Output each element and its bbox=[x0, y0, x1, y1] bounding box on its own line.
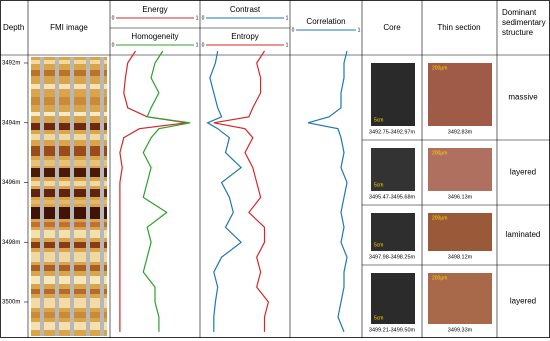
thin-scale: 200μm bbox=[432, 65, 447, 71]
scale-label: 0 bbox=[292, 27, 295, 33]
legend-name: Energy bbox=[142, 5, 167, 14]
depth-label: 3492m bbox=[2, 61, 20, 67]
thin-scale: 200μm bbox=[432, 275, 447, 281]
fmi-pad-gap bbox=[70, 57, 74, 336]
scale-label: 1 bbox=[196, 42, 199, 48]
core-photo bbox=[371, 213, 415, 251]
scale-label: 1 bbox=[196, 15, 199, 21]
core-scale: 5cm bbox=[374, 315, 383, 321]
core-caption: 3499.21-3499.50m bbox=[369, 327, 416, 333]
fmi-band bbox=[31, 134, 107, 140]
fmi-pad-gap bbox=[55, 57, 59, 336]
depth-label: 3496m bbox=[2, 180, 20, 186]
fmi-band bbox=[31, 222, 107, 227]
depth-label: 3500m bbox=[2, 300, 20, 306]
fmi-pad-gap bbox=[40, 57, 44, 336]
fmi-band bbox=[31, 242, 107, 248]
depth-label: 3498m bbox=[2, 240, 20, 246]
fmi-band bbox=[31, 322, 107, 330]
core-scale: 5cm bbox=[374, 182, 383, 188]
fmi-band bbox=[31, 168, 107, 177]
fmi-band bbox=[31, 298, 107, 308]
fmi-pad-gap bbox=[100, 57, 104, 336]
legend-name: Correlation bbox=[306, 17, 345, 26]
fmi-band bbox=[31, 181, 107, 186]
thin-section bbox=[428, 148, 492, 191]
core-photo bbox=[371, 148, 415, 191]
thin-section bbox=[428, 273, 492, 324]
legend-name: Entropy bbox=[231, 32, 259, 41]
core-photo bbox=[371, 63, 415, 126]
fmi-band bbox=[31, 123, 107, 130]
fmi-band bbox=[31, 189, 107, 197]
core-scale: 5cm bbox=[374, 242, 383, 248]
fmi-band bbox=[31, 70, 107, 76]
structure: layered bbox=[510, 297, 536, 306]
fmi-band bbox=[31, 84, 107, 89]
legend-name: Contrast bbox=[230, 5, 261, 14]
fmi-band bbox=[31, 160, 107, 166]
core-caption: 3495.47-3495.68m bbox=[369, 194, 416, 200]
structure: layered bbox=[510, 168, 536, 177]
fmi-band bbox=[31, 276, 107, 284]
curve bbox=[213, 50, 270, 332]
scale-label: 0 bbox=[202, 42, 205, 48]
fmi-band bbox=[31, 230, 107, 238]
fmi-pad-gap bbox=[86, 57, 90, 336]
curve bbox=[307, 50, 348, 333]
scale-label: 0 bbox=[112, 42, 115, 48]
core-caption: 3492.75-3492.97m bbox=[369, 129, 416, 135]
core-scale: 5cm bbox=[374, 117, 383, 123]
scale-label: 0 bbox=[112, 15, 115, 21]
thin-scale: 200μm bbox=[432, 215, 447, 221]
curve bbox=[119, 50, 187, 332]
fmi-band bbox=[31, 289, 107, 294]
thin-caption: 3498.12m bbox=[448, 254, 473, 260]
scale-label: 1 bbox=[358, 27, 361, 33]
structure: laminated bbox=[506, 230, 541, 239]
fmi-band bbox=[31, 265, 107, 271]
core-caption: 3497.98-3498.25m bbox=[369, 254, 416, 260]
thin-caption: 3496.13m bbox=[448, 194, 473, 200]
scale-label: 0 bbox=[202, 15, 205, 21]
scale-label: 1 bbox=[286, 15, 289, 21]
fmi-band bbox=[31, 200, 107, 204]
thin-caption: 3492.83m bbox=[448, 129, 473, 135]
legend-name: Homogeneity bbox=[131, 32, 178, 41]
structure: massive bbox=[508, 93, 538, 102]
depth-label: 3494m bbox=[2, 120, 20, 126]
header-core: Core bbox=[383, 23, 401, 32]
header-depth: Depth bbox=[3, 23, 24, 32]
thin-scale: 200μm bbox=[432, 150, 447, 156]
fmi-band bbox=[31, 97, 107, 105]
header-fmi: FMI image bbox=[50, 23, 88, 32]
fmi-band bbox=[31, 146, 107, 156]
fmi-band bbox=[31, 252, 107, 262]
core-photo bbox=[371, 273, 415, 324]
fmi-band bbox=[31, 60, 107, 64]
thin-section bbox=[428, 213, 492, 251]
header-thin: Thin section bbox=[437, 23, 480, 32]
curve bbox=[206, 50, 243, 332]
header-structure-box: Dominant sedimentary structure bbox=[502, 8, 546, 37]
curve bbox=[142, 50, 191, 332]
thin-section bbox=[428, 63, 492, 126]
scale-label: 1 bbox=[286, 42, 289, 48]
fmi-band bbox=[31, 312, 107, 318]
header-structure: Dominant sedimentary structure bbox=[502, 8, 546, 37]
fmi-band bbox=[31, 112, 107, 116]
thin-caption: 3499.33m bbox=[448, 327, 473, 333]
